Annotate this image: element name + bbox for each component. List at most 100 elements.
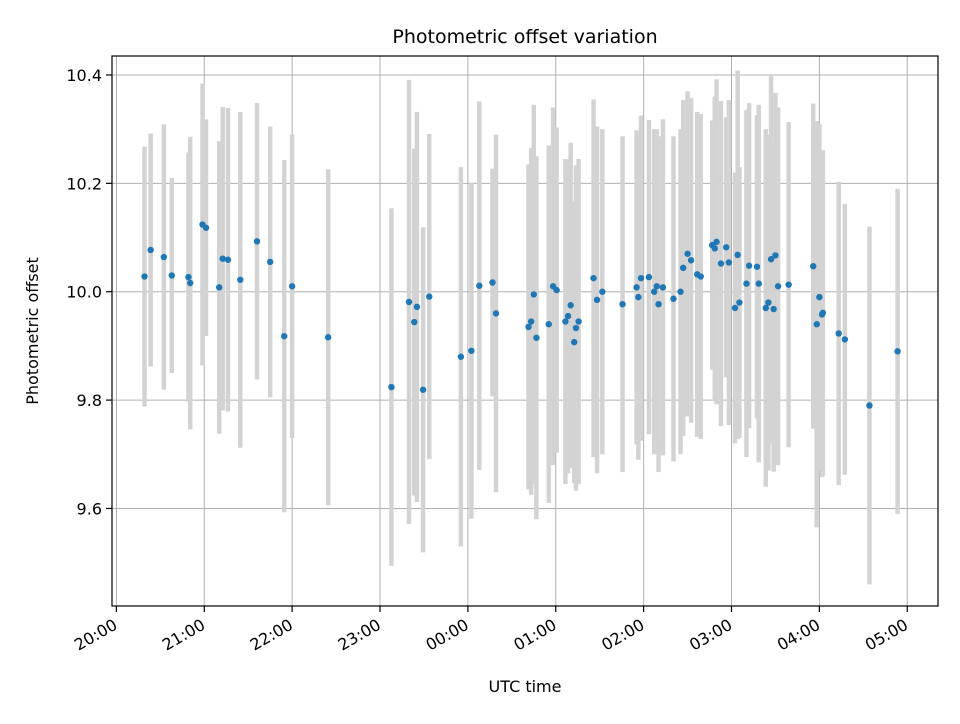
data-point	[426, 293, 433, 300]
data-point	[468, 347, 475, 354]
data-point	[571, 338, 578, 346]
chart-title: Photometric offset variation	[392, 26, 657, 48]
data-point	[816, 293, 823, 301]
data-point	[677, 288, 684, 295]
data-point	[187, 279, 194, 287]
data-point	[659, 284, 667, 291]
x-tick-label: 02:00	[598, 615, 647, 655]
data-point	[572, 324, 580, 332]
data-point	[160, 253, 168, 261]
data-point	[567, 302, 574, 309]
data-point	[866, 402, 873, 409]
data-point	[564, 312, 572, 320]
data-point	[743, 280, 750, 287]
data-point	[141, 273, 148, 280]
data-point	[731, 304, 739, 312]
data-point	[489, 279, 496, 286]
data-point	[575, 318, 582, 325]
data-point	[711, 245, 719, 252]
data-point	[476, 282, 483, 289]
data-point	[684, 250, 691, 257]
data-point	[717, 260, 725, 267]
data-point	[813, 321, 820, 328]
data-point	[633, 284, 640, 291]
y-axis-ticks: 9.6 9.8 10.0 10.2 10.4	[66, 66, 112, 518]
data-point	[679, 264, 687, 272]
data-point	[894, 348, 901, 355]
data-point	[202, 224, 210, 231]
data-point	[770, 305, 777, 313]
data-point	[635, 293, 642, 301]
data-point	[253, 238, 261, 245]
data-point	[533, 334, 540, 341]
x-tick-label: 20:00	[71, 615, 120, 655]
data-point	[835, 330, 842, 337]
data-point	[723, 244, 730, 251]
data-point	[553, 286, 560, 294]
x-tick-label: 01:00	[510, 615, 559, 655]
data-point	[413, 303, 421, 311]
data-point	[237, 276, 244, 283]
y-tick-label: 9.8	[77, 391, 102, 410]
data-point	[687, 257, 695, 264]
data-point	[619, 300, 626, 308]
y-tick-label: 10.4	[66, 66, 102, 85]
data-point	[736, 299, 743, 306]
data-point	[288, 283, 296, 290]
y-axis-label: Photometric offset	[23, 257, 42, 405]
data-point	[767, 256, 775, 263]
data-point	[216, 284, 223, 291]
data-point	[765, 299, 772, 306]
data-point	[185, 273, 192, 281]
data-point	[650, 288, 658, 295]
x-axis-ticks: 20:00 21:00 22:00 23:00 00:00 01:00 02:00 03:00…	[71, 606, 911, 655]
data-point	[527, 318, 535, 325]
data-point	[774, 283, 782, 290]
data-point	[645, 273, 653, 281]
y-tick-label: 10.2	[66, 174, 102, 193]
data-point	[457, 353, 465, 360]
x-tick-label: 21:00	[159, 615, 208, 655]
data-point	[419, 386, 427, 393]
data-point	[655, 300, 662, 308]
y-tick-label: 10.0	[66, 283, 102, 302]
x-tick-label: 04:00	[774, 615, 823, 655]
data-point	[147, 246, 154, 254]
data-point	[734, 251, 741, 259]
data-point	[224, 256, 232, 263]
data-point	[841, 336, 849, 343]
plot-frame	[111, 55, 939, 607]
data-point	[266, 258, 274, 266]
data-point	[219, 255, 226, 262]
data-point	[525, 323, 532, 331]
data-point	[819, 309, 827, 317]
data-point	[753, 263, 761, 270]
data-point	[593, 296, 601, 304]
data-point	[599, 288, 606, 295]
x-tick-label: 03:00	[686, 615, 735, 655]
data-point	[725, 259, 733, 266]
data-points	[141, 221, 901, 409]
data-point	[745, 262, 753, 269]
data-point	[405, 298, 413, 306]
data-point	[810, 263, 817, 270]
data-point	[590, 274, 597, 282]
y-tick-label: 9.6	[77, 499, 102, 518]
x-axis-label: UTC time	[489, 677, 562, 696]
data-point	[281, 332, 288, 340]
x-tick-label: 05:00	[862, 615, 911, 655]
data-point	[697, 273, 704, 280]
error-bars	[142, 70, 900, 585]
data-point	[653, 283, 661, 290]
data-point	[713, 238, 720, 246]
data-point	[637, 274, 645, 282]
data-point	[772, 252, 779, 259]
x-tick-label: 22:00	[247, 615, 296, 655]
x-tick-label: 23:00	[335, 615, 384, 655]
data-point	[785, 281, 792, 288]
data-point	[168, 272, 175, 279]
data-point	[530, 291, 537, 298]
data-point	[562, 318, 569, 325]
